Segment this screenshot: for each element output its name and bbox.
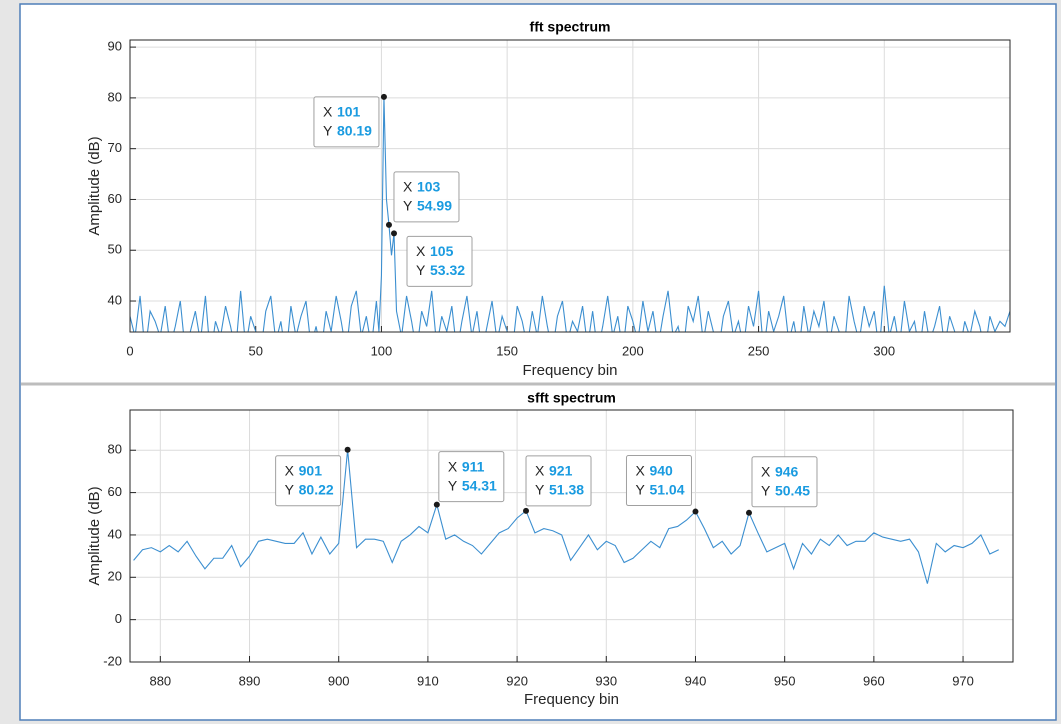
x-tick-label: 890 xyxy=(239,673,261,688)
datatip-marker xyxy=(433,501,440,508)
x-tick-label: 940 xyxy=(685,673,707,688)
y-tick-label: 80 xyxy=(108,89,122,104)
datatip-marker xyxy=(385,221,392,228)
datatip-y-value: 80.22 xyxy=(299,481,334,497)
x-axis-label: Frequency bin xyxy=(524,691,619,708)
x-tick-label: 100 xyxy=(371,343,393,358)
datatip-x-value: 101 xyxy=(337,104,361,120)
datatip-x-key: X xyxy=(323,104,333,120)
x-tick-label: 0 xyxy=(126,343,133,358)
datatip-x-key: X xyxy=(403,179,413,195)
datatip-marker xyxy=(745,509,752,516)
datatip-x-key: X xyxy=(448,458,458,474)
plot-area xyxy=(130,96,1010,332)
datatip-y-key: Y xyxy=(535,482,545,498)
chart-title: fft spectrum xyxy=(530,19,611,35)
datatip-y-key: Y xyxy=(635,481,645,497)
data-line xyxy=(130,96,1010,332)
datatip-box xyxy=(751,456,818,508)
datatip-y-key: Y xyxy=(285,481,295,497)
x-tick-label: 930 xyxy=(595,673,617,688)
datatip-y-key: Y xyxy=(416,262,426,278)
axes-background xyxy=(130,40,1010,332)
x-tick-label: 150 xyxy=(496,343,518,358)
chart-title: sfft spectrum xyxy=(527,390,616,406)
y-tick-label: 80 xyxy=(108,442,122,457)
y-tick-label: 40 xyxy=(108,526,122,541)
datatip-marker xyxy=(380,93,387,100)
x-tick-label: 970 xyxy=(952,673,974,688)
y-tick-label: 70 xyxy=(108,140,122,155)
datatip-x-value: 921 xyxy=(549,463,573,479)
x-tick-label: 50 xyxy=(248,343,262,358)
plot-area xyxy=(133,449,999,584)
datatip-x-value: 103 xyxy=(417,179,441,195)
y-tick-label: 40 xyxy=(108,292,122,307)
datatip-x-value: 940 xyxy=(649,462,673,478)
datatip-marker xyxy=(523,507,530,514)
datatip-y-value: 80.19 xyxy=(337,123,372,139)
datatip-y-value: 51.38 xyxy=(549,482,584,498)
datatip-box xyxy=(393,171,460,223)
x-tick-label: 910 xyxy=(417,673,439,688)
y-axis-label: Amplitude (dB) xyxy=(86,486,103,585)
x-tick-label: 200 xyxy=(622,343,644,358)
x-tick-label: 250 xyxy=(748,343,770,358)
datatip-x-key: X xyxy=(416,243,426,259)
datatip-y-value: 53.32 xyxy=(430,262,465,278)
datatip-box xyxy=(313,96,380,148)
y-axis-label: Amplitude (dB) xyxy=(86,136,103,235)
datatip-y-key: Y xyxy=(323,123,333,139)
x-tick-label: 880 xyxy=(149,673,171,688)
x-tick-label: 920 xyxy=(506,673,528,688)
datatip-y-value: 54.99 xyxy=(417,198,452,214)
datatip-x-key: X xyxy=(535,463,545,479)
datatip-y-key: Y xyxy=(448,477,458,493)
x-tick-label: 960 xyxy=(863,673,885,688)
y-tick-label: 50 xyxy=(108,242,122,257)
axes-box xyxy=(129,39,1011,333)
datatip-x-value: 105 xyxy=(430,243,454,259)
y-tick-label: 20 xyxy=(108,569,122,584)
datatip-y-value: 54.31 xyxy=(462,477,497,493)
x-axis-label: Frequency bin xyxy=(522,362,617,379)
y-tick-label: 90 xyxy=(108,39,122,54)
datatip-x-value: 946 xyxy=(775,464,799,480)
datatip-box xyxy=(275,455,342,507)
datatip-x-value: 901 xyxy=(299,462,323,478)
datatip-x-key: X xyxy=(285,462,295,478)
datatip-box xyxy=(625,455,692,507)
y-tick-label: 0 xyxy=(115,611,122,626)
datatip-box xyxy=(438,451,505,503)
datatip-y-value: 50.45 xyxy=(775,483,810,499)
datatip-y-key: Y xyxy=(403,198,413,214)
x-tick-label: 950 xyxy=(774,673,796,688)
x-tick-label: 300 xyxy=(873,343,895,358)
datatip-box xyxy=(525,455,592,507)
datatip-x-value: 911 xyxy=(462,458,485,474)
datatip-box xyxy=(406,235,473,287)
datatip-marker xyxy=(344,446,351,453)
y-tick-label: 60 xyxy=(108,191,122,206)
y-tick-label: 60 xyxy=(108,484,122,499)
x-tick-label: 900 xyxy=(328,673,350,688)
datatip-marker xyxy=(391,230,397,237)
datatip-x-key: X xyxy=(761,464,771,480)
data-line xyxy=(133,449,999,584)
datatip-y-key: Y xyxy=(761,483,771,499)
y-tick-label: -20 xyxy=(103,653,122,668)
axes-box xyxy=(129,409,1014,663)
datatip-y-value: 51.04 xyxy=(649,481,684,497)
datatip-marker xyxy=(692,508,699,515)
datatip-x-key: X xyxy=(635,462,645,478)
